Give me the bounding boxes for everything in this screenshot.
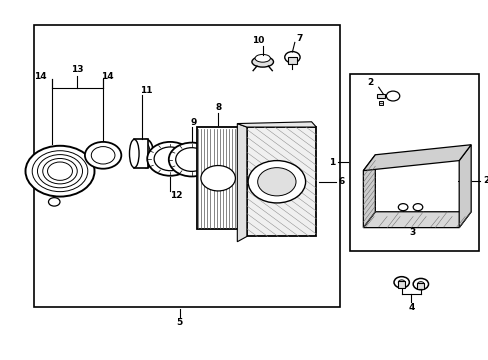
Text: 9: 9 xyxy=(191,118,197,127)
Circle shape xyxy=(257,168,295,196)
Polygon shape xyxy=(363,212,470,228)
Circle shape xyxy=(398,204,407,211)
Text: 1: 1 xyxy=(328,158,334,167)
Ellipse shape xyxy=(142,144,150,163)
Circle shape xyxy=(412,204,422,211)
Circle shape xyxy=(460,177,470,184)
Text: 10: 10 xyxy=(251,36,264,45)
Text: 3: 3 xyxy=(409,228,415,237)
Text: 11: 11 xyxy=(140,86,152,95)
Polygon shape xyxy=(363,155,375,228)
Circle shape xyxy=(25,146,94,197)
Circle shape xyxy=(398,280,404,285)
Polygon shape xyxy=(237,122,316,127)
Circle shape xyxy=(91,147,115,164)
Text: 12: 12 xyxy=(169,192,182,201)
Circle shape xyxy=(154,147,186,171)
Circle shape xyxy=(412,278,427,290)
Bar xyxy=(287,57,296,64)
Text: 14: 14 xyxy=(35,72,47,81)
Ellipse shape xyxy=(139,139,153,168)
Text: 7: 7 xyxy=(296,34,302,43)
Circle shape xyxy=(417,282,424,287)
Circle shape xyxy=(201,166,235,191)
Bar xyxy=(246,127,316,237)
Circle shape xyxy=(168,143,214,176)
Text: 13: 13 xyxy=(71,66,83,75)
Bar xyxy=(398,281,404,288)
Text: 2: 2 xyxy=(366,78,373,87)
Text: 8: 8 xyxy=(215,103,221,112)
Polygon shape xyxy=(363,145,470,171)
Circle shape xyxy=(247,161,305,203)
Text: 4: 4 xyxy=(407,303,414,312)
Circle shape xyxy=(393,277,408,288)
Bar xyxy=(417,283,424,289)
Text: 14: 14 xyxy=(101,72,113,81)
Text: 5: 5 xyxy=(176,318,183,327)
Ellipse shape xyxy=(129,139,139,168)
Circle shape xyxy=(386,91,399,101)
Bar xyxy=(134,139,147,168)
Circle shape xyxy=(147,142,193,176)
Bar xyxy=(34,25,340,307)
Text: 2: 2 xyxy=(482,176,488,185)
Bar xyxy=(378,101,383,105)
Circle shape xyxy=(175,148,207,171)
Bar xyxy=(196,127,239,229)
Circle shape xyxy=(284,51,300,63)
Bar xyxy=(349,74,478,251)
Circle shape xyxy=(48,198,60,206)
Bar xyxy=(376,94,384,98)
Ellipse shape xyxy=(251,57,273,67)
Ellipse shape xyxy=(255,54,270,62)
Circle shape xyxy=(85,142,121,169)
Polygon shape xyxy=(237,123,246,242)
Text: 6: 6 xyxy=(338,177,344,186)
Polygon shape xyxy=(458,145,470,228)
